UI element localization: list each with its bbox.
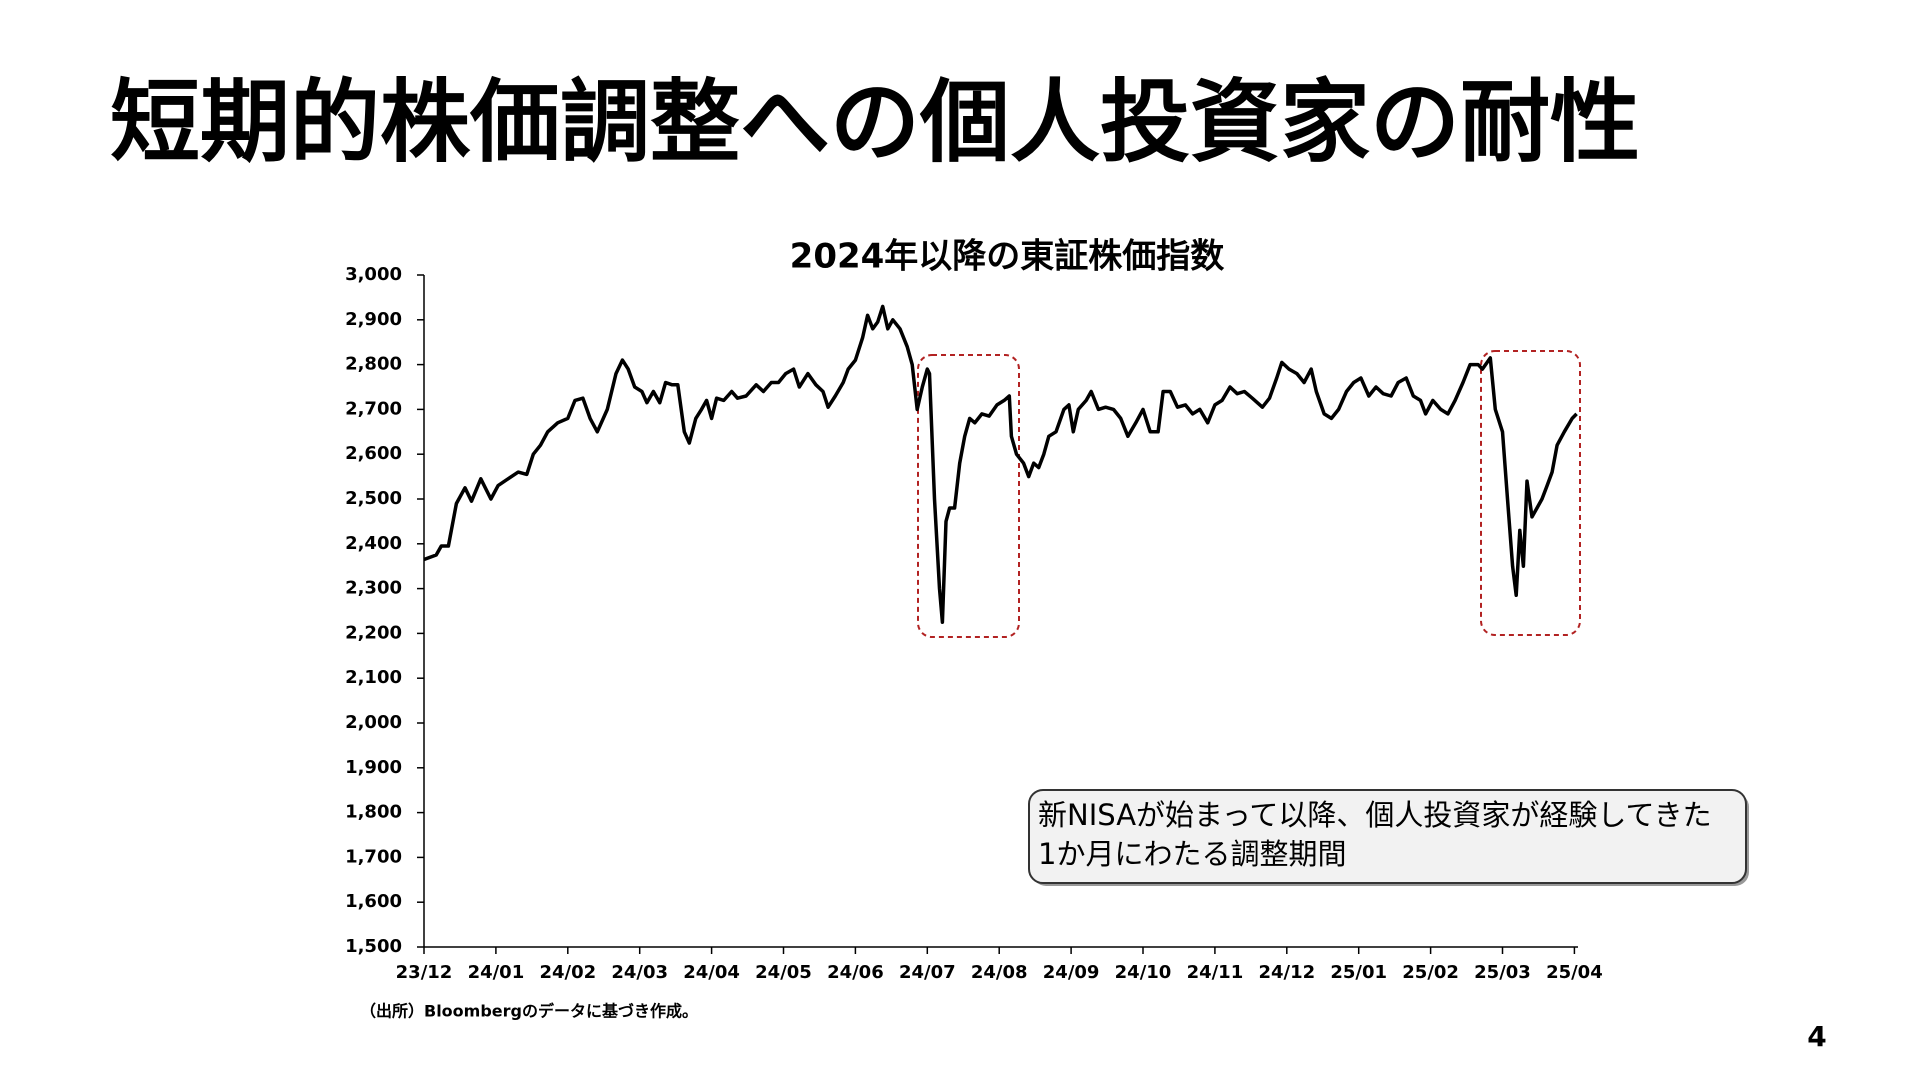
y-tick-label: 2,800 xyxy=(345,354,402,375)
y-tick-label: 2,100 xyxy=(345,667,402,688)
y-tick-label: 2,000 xyxy=(345,712,402,733)
x-tick-label: 24/11 xyxy=(1187,962,1244,983)
y-tick-label: 2,700 xyxy=(345,398,402,419)
x-tick-label: 25/03 xyxy=(1474,962,1531,983)
y-tick-label: 2,500 xyxy=(345,488,402,509)
x-tick-label: 24/07 xyxy=(899,962,956,983)
x-tick-label: 25/02 xyxy=(1402,962,1459,983)
x-tick-label: 24/08 xyxy=(971,962,1028,983)
source-note: （出所）Bloombergのデータに基づき作成。 xyxy=(360,1002,698,1021)
price-line xyxy=(423,304,1578,624)
page-number: 4 xyxy=(1807,1020,1826,1053)
highlight-box xyxy=(917,354,1020,638)
x-tick-label: 24/01 xyxy=(468,962,525,983)
x-tick-label: 25/01 xyxy=(1330,962,1387,983)
y-tick-label: 1,600 xyxy=(345,891,402,912)
x-tick-label: 24/10 xyxy=(1115,962,1172,983)
y-tick-label: 2,300 xyxy=(345,578,402,599)
slide-title: 短期的株価調整への個人投資家の耐性 xyxy=(110,70,1640,175)
highlight-box xyxy=(1480,350,1581,636)
annotation-box xyxy=(1028,789,1747,884)
y-tick-label: 1,800 xyxy=(345,802,402,823)
y-tick-label: 2,900 xyxy=(345,309,402,330)
annotation-text: 新NISAが始まって以降、個人投資家が経験してきた xyxy=(1038,798,1712,832)
annotation-text: 1か月にわたる調整期間 xyxy=(1038,837,1346,871)
x-tick-label: 24/04 xyxy=(683,962,740,983)
x-tick-label: 24/05 xyxy=(755,962,812,983)
x-tick-label: 24/02 xyxy=(539,962,596,983)
x-tick-label: 24/12 xyxy=(1258,962,1315,983)
x-tick-label: 23/12 xyxy=(396,962,453,983)
y-tick-label: 2,400 xyxy=(345,533,402,554)
y-tick-label: 1,700 xyxy=(345,846,402,867)
y-tick-label: 1,500 xyxy=(345,936,402,957)
x-tick-label: 25/04 xyxy=(1546,962,1603,983)
y-tick-label: 2,200 xyxy=(345,622,402,643)
chart-title: 2024年以降の東証株価指数 xyxy=(790,237,1225,277)
x-tick-label: 24/09 xyxy=(1043,962,1100,983)
y-tick-label: 2,600 xyxy=(345,443,402,464)
x-tick-label: 24/06 xyxy=(827,962,884,983)
x-tick-label: 24/03 xyxy=(611,962,668,983)
y-tick-label: 3,000 xyxy=(345,264,402,285)
y-tick-label: 1,900 xyxy=(345,757,402,778)
